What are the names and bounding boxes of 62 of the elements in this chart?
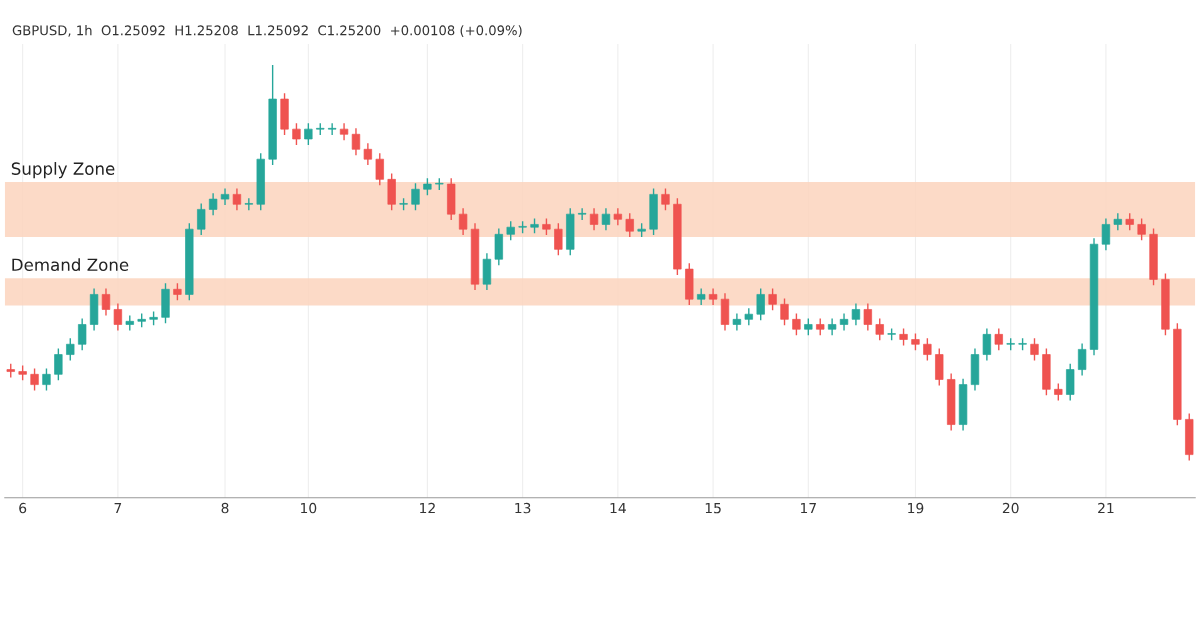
candlestick (232, 187, 242, 211)
candlestick (851, 302, 861, 326)
candlestick (839, 312, 849, 332)
candlestick (613, 207, 623, 226)
x-tick-label: 20 (1002, 502, 1019, 514)
candlestick (708, 287, 718, 306)
x-tick-label: 15 (705, 502, 721, 514)
candlestick (208, 192, 218, 217)
candlestick (1030, 337, 1039, 362)
candlestick (1137, 217, 1146, 241)
candlestick (506, 220, 515, 241)
candlestick (661, 187, 670, 211)
x-tick-label: 7 (114, 502, 122, 514)
candlestick (244, 197, 253, 211)
candlestick (375, 152, 384, 186)
candlestick (363, 142, 373, 166)
candlestick (78, 317, 87, 351)
candlestick (994, 327, 1003, 351)
x-tick-label: 8 (221, 502, 229, 514)
chart-title: GBPUSD, 1h O1.25092 H1.25208 L1.25092 C1.25200 +0.00108 (+0.09%) (12, 25, 522, 37)
candlestick (982, 327, 992, 362)
candlestick (1077, 342, 1087, 377)
candlestick (1101, 217, 1111, 251)
candlestick (768, 287, 777, 311)
candlestick (351, 127, 361, 156)
candlestick (756, 287, 765, 321)
candlestick (697, 287, 706, 306)
candlestick (792, 312, 801, 336)
candlestick (732, 312, 742, 332)
candlestick (625, 212, 634, 238)
candlestick (197, 202, 206, 236)
x-tick-label: 17 (801, 502, 816, 514)
candlestick (42, 367, 51, 392)
candlestick (101, 287, 111, 317)
candlestick (577, 207, 587, 221)
candlestick (863, 302, 872, 332)
candlestick (458, 207, 468, 236)
x-tick-label: 13 (515, 502, 531, 514)
candlestick (328, 122, 337, 136)
candlestick (589, 207, 599, 232)
x-tick-label: 6 (19, 502, 27, 514)
x-tick-label: 19 (908, 502, 924, 514)
x-tick-label: 14 (610, 502, 626, 514)
candlestick (113, 302, 123, 332)
candlestick (1113, 212, 1122, 232)
x-tick-label: 21 (1098, 502, 1114, 514)
candlestick (411, 182, 420, 211)
candlestick (54, 347, 63, 381)
candlestick (875, 317, 884, 341)
candlestick (923, 337, 932, 362)
x-tick-label: 10 (301, 502, 317, 514)
candlestick (66, 337, 75, 362)
x-tick-label: 12 (420, 502, 435, 514)
candlestick (292, 122, 301, 146)
candlestick (220, 187, 230, 206)
candlestick (304, 122, 313, 146)
candlestick (601, 207, 611, 232)
candlestick (554, 222, 563, 256)
band-label: Demand Zone (12, 258, 129, 272)
candlestick (30, 367, 39, 392)
band-label: Supply Zone (11, 162, 115, 179)
candlestick (780, 297, 789, 326)
